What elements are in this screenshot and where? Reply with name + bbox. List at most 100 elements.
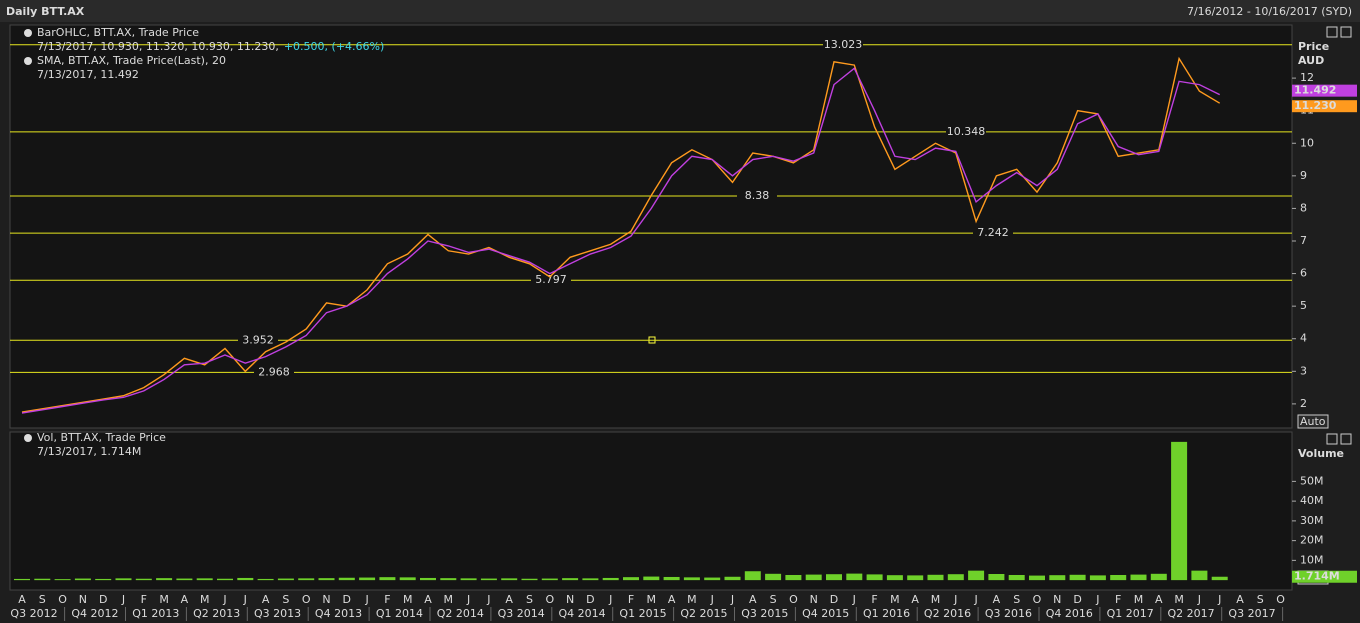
x-tick-label: F bbox=[1115, 593, 1121, 606]
volume-bar bbox=[1171, 441, 1188, 581]
x-tick-label: A bbox=[181, 593, 189, 606]
close-button[interactable] bbox=[1340, 433, 1352, 445]
legend-readout: 7/13/2017, 10.930, 11.320, 10.930, 11.23… bbox=[37, 40, 384, 53]
x-tick-label: J bbox=[710, 593, 714, 606]
volume-bar bbox=[521, 578, 538, 581]
volume-bar bbox=[1211, 576, 1228, 581]
x-tick-label: J bbox=[121, 593, 125, 606]
legend-entry: BarOHLC, BTT.AX, Trade Price bbox=[37, 26, 199, 39]
volume-bar bbox=[562, 578, 579, 581]
last-value-label: 11.492 bbox=[1294, 84, 1336, 97]
x-tick-label: A bbox=[1236, 593, 1244, 606]
volume-bar bbox=[34, 578, 51, 581]
x-tick-label: D bbox=[343, 593, 351, 606]
y-tick-label: 3 bbox=[1300, 364, 1307, 377]
window-buttons[interactable] bbox=[1326, 26, 1352, 445]
volume-bar bbox=[744, 571, 761, 581]
level-label: 3.952 bbox=[242, 333, 274, 346]
level-label: 2.968 bbox=[258, 365, 290, 378]
quarter-label: Q3 2017 bbox=[1228, 607, 1275, 620]
x-tick-label: O bbox=[302, 593, 311, 606]
x-tick-label: J bbox=[364, 593, 368, 606]
x-tick-label: O bbox=[1033, 593, 1042, 606]
volume-bar bbox=[1008, 574, 1025, 581]
x-tick-label: J bbox=[466, 593, 470, 606]
level-label-bg bbox=[737, 190, 777, 203]
x-tick-label: F bbox=[871, 593, 877, 606]
volume-bar bbox=[501, 578, 518, 581]
auto-button-box[interactable] bbox=[1297, 414, 1329, 429]
price-panel bbox=[9, 24, 1293, 429]
readout-values: 7/13/2017, 10.930, 11.320, 10.930, 11.23… bbox=[37, 40, 279, 53]
volume-bar bbox=[623, 577, 639, 581]
volume-bar bbox=[277, 578, 294, 581]
volume-bar bbox=[582, 578, 599, 581]
y-axis-title: Price bbox=[1298, 40, 1329, 53]
readout-values: 7/13/2017, 11.492 bbox=[37, 68, 139, 81]
quarter-label: Q2 2014 bbox=[437, 607, 484, 620]
volume-bar bbox=[135, 578, 152, 581]
y-tick-label: 20M bbox=[1300, 534, 1324, 547]
x-tick-label: F bbox=[384, 593, 390, 606]
y-tick-label: 10 bbox=[1300, 136, 1314, 149]
last-value-box bbox=[1292, 84, 1357, 97]
maximize-button[interactable] bbox=[1326, 26, 1338, 38]
volume-bar bbox=[1069, 574, 1086, 581]
level-label-bg bbox=[531, 274, 571, 287]
volume-bar bbox=[1089, 575, 1106, 581]
x-tick-label: S bbox=[282, 593, 289, 606]
quarter-label: Q1 2016 bbox=[863, 607, 910, 620]
x-tick-label: D bbox=[586, 593, 594, 606]
volume-bar bbox=[95, 578, 112, 581]
volume-bar bbox=[968, 570, 985, 581]
x-tick-label: N bbox=[1053, 593, 1061, 606]
volume-bar bbox=[379, 577, 396, 581]
volume-bar bbox=[1130, 574, 1147, 581]
quarter-label: Q1 2015 bbox=[619, 607, 666, 620]
auto-button[interactable]: Auto bbox=[1300, 415, 1326, 428]
volume-bar bbox=[805, 574, 822, 581]
legend-icon bbox=[24, 434, 32, 442]
volume-bar bbox=[176, 578, 193, 581]
x-tick-label: A bbox=[1155, 593, 1163, 606]
volume-bar bbox=[785, 574, 802, 581]
quarter-label: Q1 2017 bbox=[1107, 607, 1154, 620]
quarter-label: Q2 2013 bbox=[193, 607, 240, 620]
volume-bar bbox=[704, 577, 721, 581]
volume-bar bbox=[1191, 570, 1208, 581]
x-tick-label: D bbox=[1073, 593, 1081, 606]
title-bar bbox=[0, 0, 1360, 22]
x-tick-label: M bbox=[403, 593, 413, 606]
y-tick-label: 2 bbox=[1300, 397, 1307, 410]
quarter-label: Q4 2014 bbox=[559, 607, 606, 620]
close-button[interactable] bbox=[1340, 26, 1352, 38]
x-tick-label: A bbox=[749, 593, 757, 606]
volume-bar bbox=[1110, 574, 1127, 581]
volume-bar bbox=[196, 578, 213, 581]
x-tick-label: M bbox=[200, 593, 210, 606]
window-title: Daily BTT.AX bbox=[6, 5, 85, 18]
x-tick-label: J bbox=[1197, 593, 1201, 606]
x-tick-label: M bbox=[687, 593, 697, 606]
quarter-label: Q3 2014 bbox=[498, 607, 545, 620]
volume-bar bbox=[866, 574, 883, 581]
x-tick-label: D bbox=[99, 593, 107, 606]
y-axis-unit: AUD bbox=[1298, 54, 1324, 67]
volume-bar bbox=[257, 578, 274, 581]
volume-bar bbox=[318, 578, 335, 581]
volume-bar bbox=[14, 578, 30, 581]
y-tick-label: 9 bbox=[1300, 169, 1307, 182]
quarter-label: Q2 2015 bbox=[680, 607, 727, 620]
legend-entry: Vol, BTT.AX, Trade Price bbox=[37, 431, 166, 444]
volume-bar bbox=[115, 578, 132, 581]
maximize-button[interactable] bbox=[1326, 433, 1338, 445]
x-tick-label: N bbox=[79, 593, 87, 606]
x-tick-label: M bbox=[444, 593, 454, 606]
volume-panel bbox=[9, 431, 1293, 591]
x-tick-label: M bbox=[890, 593, 900, 606]
x-tick-label: M bbox=[1134, 593, 1144, 606]
volume-bar bbox=[907, 575, 924, 581]
x-tick-label: A bbox=[993, 593, 1001, 606]
level-label-bg bbox=[823, 38, 863, 51]
x-tick-label: O bbox=[789, 593, 798, 606]
